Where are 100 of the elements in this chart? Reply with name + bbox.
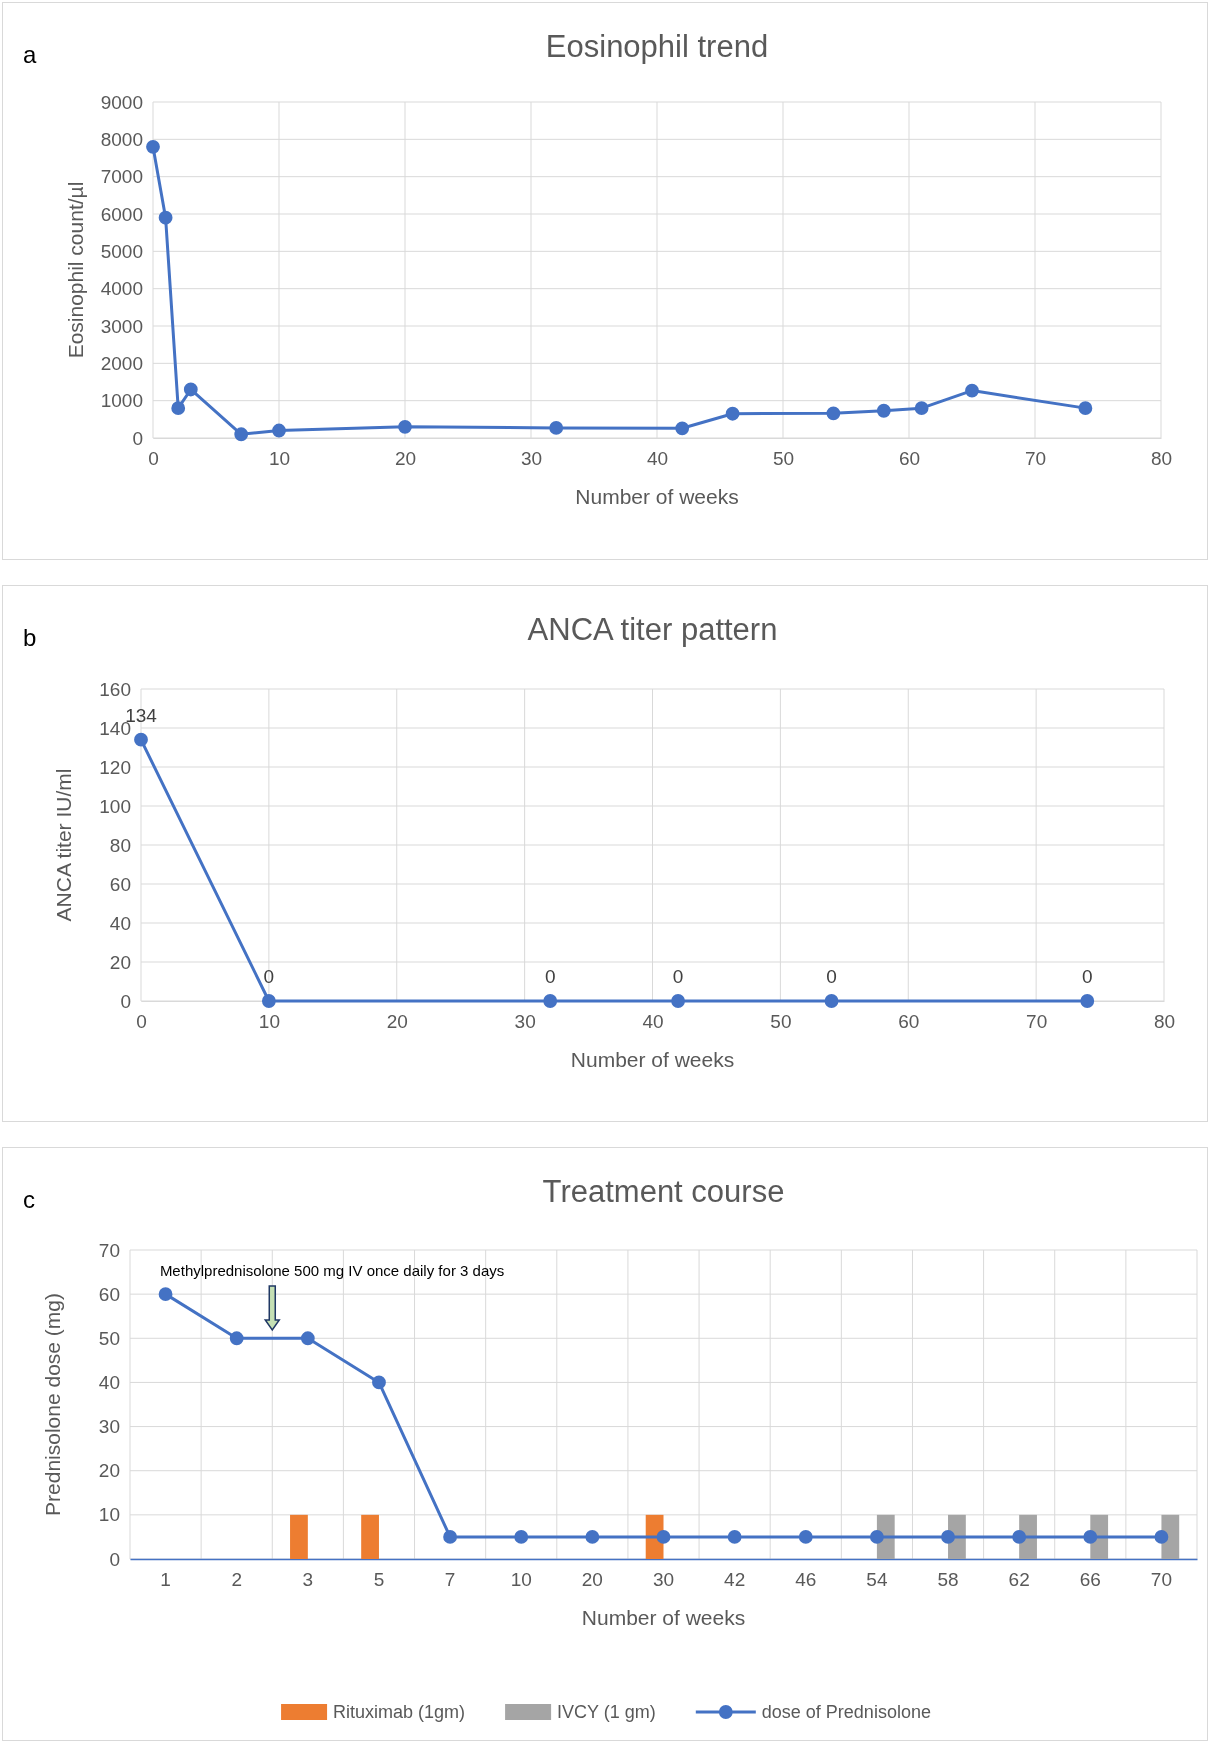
point	[727, 1530, 742, 1544]
y-tick-label: 40	[109, 912, 131, 934]
y-tick-label: 60	[109, 873, 131, 895]
x-tick-label: 10	[258, 1011, 280, 1033]
y-tick-label: 6000	[100, 203, 143, 225]
y-axis-title: Eosinophil count/µl	[64, 181, 87, 359]
chart-title: Eosinophil trend	[545, 29, 769, 64]
x-tick-label: 42	[724, 1569, 746, 1591]
point	[229, 1331, 244, 1346]
y-tick-label: 30	[98, 1416, 120, 1438]
point	[869, 1530, 884, 1544]
point	[675, 421, 690, 436]
y-tick-label: 10	[98, 1504, 120, 1526]
point	[1012, 1530, 1027, 1544]
point	[656, 1530, 671, 1544]
x-tick-label: 7	[444, 1569, 456, 1591]
x-tick-label: 30	[652, 1569, 675, 1591]
point	[398, 419, 412, 434]
y-tick-label: 1000	[100, 390, 143, 412]
point	[183, 382, 198, 397]
point	[965, 383, 979, 398]
chart-title: ANCA titer pattern	[527, 612, 778, 647]
point	[826, 406, 841, 421]
point	[1078, 401, 1093, 416]
point	[300, 1331, 315, 1346]
text: b	[23, 624, 37, 651]
data-label: 0	[263, 966, 275, 987]
x-tick-label: 2	[231, 1569, 242, 1591]
x-tick-label: 40	[642, 1011, 664, 1033]
legend-label: Rituximab (1gm)	[333, 1702, 466, 1722]
legend-label: IVCY (1 gm)	[557, 1702, 656, 1722]
x-tick-label: 20	[581, 1569, 603, 1591]
data-label: 0	[544, 966, 556, 987]
x-tick-label: 60	[898, 1011, 920, 1033]
text: c	[23, 1186, 35, 1213]
y-tick-label: 80	[109, 834, 131, 856]
y-tick-label: 60	[98, 1283, 120, 1305]
x-tick-label: 30	[520, 448, 543, 470]
point	[725, 406, 740, 421]
x-tick-label: 0	[148, 448, 159, 470]
y-tick-label: 3000	[100, 315, 143, 337]
y-tick-label: 40	[98, 1372, 120, 1394]
x-tick-label: 10	[268, 448, 291, 470]
point	[941, 1530, 955, 1544]
x-tick-label: 54	[866, 1569, 888, 1591]
point	[585, 1530, 600, 1544]
x-tick-label: 60	[898, 448, 921, 470]
y-tick-label: 20	[98, 1460, 120, 1482]
y-tick-label: 70	[98, 1239, 120, 1261]
data-label: 0	[1081, 966, 1093, 987]
point	[914, 401, 929, 416]
x-tick-label: 58	[937, 1569, 959, 1591]
point	[158, 210, 173, 225]
text: a	[23, 41, 37, 68]
point	[1154, 1530, 1169, 1544]
x-axis-title: Number of weeks	[581, 1606, 746, 1629]
x-axis-title: Number of weeks	[570, 1048, 735, 1071]
x-tick-label: 30	[514, 1011, 536, 1033]
data-label: 0	[826, 966, 837, 987]
x-tick-label: 46	[795, 1569, 817, 1591]
x-tick-label: 10	[510, 1569, 532, 1591]
x-tick-label: 80	[1153, 1011, 1176, 1033]
y-tick-label: 100	[99, 795, 131, 817]
x-tick-label: 50	[770, 1011, 792, 1033]
x-tick-label: 70	[1026, 1011, 1048, 1033]
x-tick-label: 70	[1024, 448, 1047, 470]
y-tick-label: 2000	[100, 352, 143, 374]
y-tick-label: 9000	[100, 91, 143, 113]
x-tick-label: 20	[394, 448, 417, 470]
point	[171, 401, 186, 416]
x-tick-label: 62	[1008, 1569, 1030, 1591]
y-axis-title: ANCA titer IU/ml	[52, 768, 75, 922]
y-tick-label: 0	[120, 990, 131, 1012]
x-tick-label: 3	[302, 1569, 314, 1591]
y-tick-label: 8000	[100, 128, 143, 150]
x-tick-label: 66	[1079, 1569, 1101, 1591]
point	[372, 1375, 386, 1390]
x-axis-title: Number of weeks	[575, 485, 739, 508]
point	[798, 1530, 813, 1544]
point	[158, 1287, 173, 1302]
point	[234, 427, 249, 442]
x-tick-label: 70	[1150, 1569, 1172, 1591]
point	[272, 423, 286, 438]
x-tick-label: 40	[646, 448, 669, 470]
annotation: Methylprednisolone 500 mg IV once daily for 3 days	[159, 1262, 505, 1279]
x-tick-label: 80	[1150, 448, 1173, 470]
x-tick-label: 1	[160, 1569, 171, 1591]
y-tick-label: 0	[109, 1548, 120, 1570]
y-tick-label: 4000	[100, 278, 143, 300]
y-tick-label: 0	[132, 427, 143, 449]
x-tick-label: 5	[373, 1569, 385, 1591]
point	[1083, 1530, 1098, 1544]
point	[146, 139, 160, 154]
x-tick-label: 50	[772, 448, 795, 470]
point	[514, 1530, 529, 1544]
x-tick-label: 20	[386, 1011, 408, 1033]
y-axis-title: Prednisolone dose (mg)	[41, 1293, 64, 1516]
data-label: 0	[672, 966, 684, 987]
chart-title: Treatment course	[542, 1174, 785, 1209]
point	[876, 403, 891, 418]
